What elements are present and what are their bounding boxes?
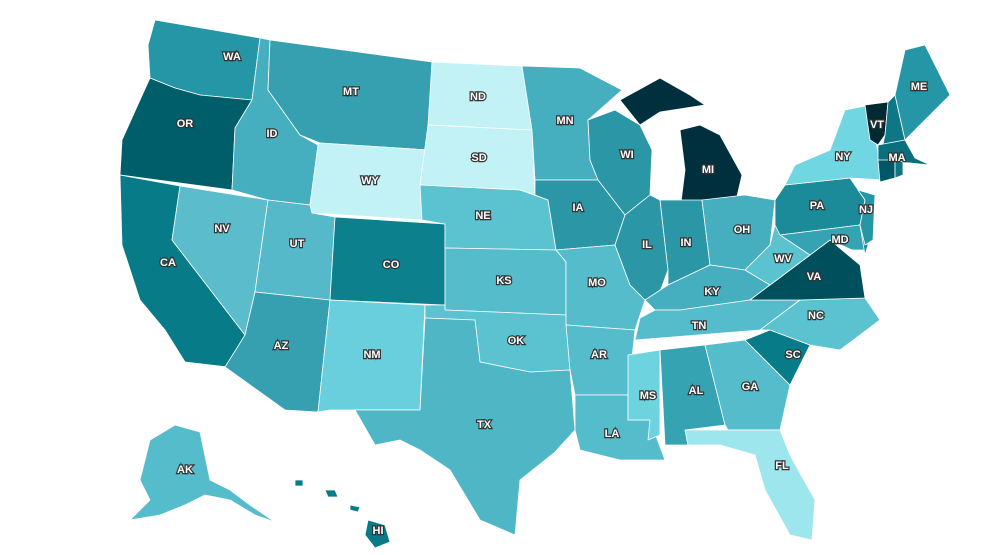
state-label-az: AZ [274,340,289,352]
state-label-tx: TX [477,419,492,431]
state-shape[interactable] [349,504,361,513]
state-label-ga: GA [742,381,759,393]
state-label-ia: IA [573,202,584,214]
state-shape[interactable] [619,77,706,126]
state-label-ne: NE [475,210,490,222]
state-label-hi: HI [373,525,384,537]
state-label-or: OR [177,118,194,130]
state-label-ms: MS [640,390,657,402]
state-label-md: MD [831,234,848,246]
state-label-mt: MT [343,86,359,98]
state-label-nd: ND [470,91,486,103]
state-shape[interactable] [129,424,276,523]
state-label-wi: WI [620,149,633,161]
state-label-nm: NM [363,349,380,361]
state-vt[interactable] [864,101,889,146]
state-label-sd: SD [471,152,486,164]
state-label-oh: OH [734,224,751,236]
state-hi[interactable] [294,479,391,549]
state-label-il: IL [642,239,652,251]
state-label-mo: MO [588,277,606,289]
state-label-al: AL [689,385,704,397]
state-shape[interactable] [684,429,816,541]
state-ms[interactable] [627,349,661,441]
state-ut[interactable] [254,199,336,301]
state-shape[interactable] [354,317,576,536]
state-ak[interactable] [129,424,276,523]
state-shape[interactable] [679,124,743,211]
state-label-in: IN [681,237,692,249]
state-label-wv: WV [774,253,792,265]
state-label-vt: VT [870,119,884,131]
state-label-sc: SC [785,349,800,361]
state-label-ak: AK [177,464,193,476]
state-ri[interactable] [894,159,904,179]
state-shape[interactable] [254,199,336,301]
state-label-co: CO [383,259,400,271]
state-label-ny: NY [835,151,851,163]
state-label-nc: NC [808,310,824,322]
state-label-me: ME [911,81,928,93]
state-shape[interactable] [627,349,661,441]
state-label-tn: TN [692,320,707,332]
state-shape[interactable] [894,44,951,141]
state-me[interactable] [894,44,951,141]
state-label-la: LA [605,428,620,440]
state-label-ut: UT [290,238,305,250]
state-label-fl: FL [775,460,789,472]
state-shape[interactable] [294,479,304,487]
state-fl[interactable] [684,429,816,541]
state-shape[interactable] [364,519,391,549]
state-label-ar: AR [591,349,607,361]
state-label-wy: WY [361,175,379,187]
state-label-wa: WA [223,51,241,63]
state-shape[interactable] [857,189,876,246]
state-label-ma: MA [888,152,905,164]
state-label-ca: CA [160,257,176,269]
state-label-nv: NV [214,223,230,235]
state-label-mn: MN [556,115,573,127]
state-shape[interactable] [324,489,339,498]
state-label-ks: KS [496,275,511,287]
state-tx[interactable] [354,317,576,536]
state-label-pa: PA [810,200,825,212]
state-label-ok: OK [508,335,525,347]
state-label-id: ID [267,128,278,140]
state-label-nj: NJ [859,204,873,216]
state-label-mi: MI [702,164,714,176]
state-nj[interactable] [857,189,876,246]
state-shape[interactable] [864,101,889,146]
state-label-ky: KY [704,286,720,298]
state-label-va: VA [807,271,822,283]
state-mi[interactable] [619,77,743,211]
state-shape[interactable] [894,159,904,179]
